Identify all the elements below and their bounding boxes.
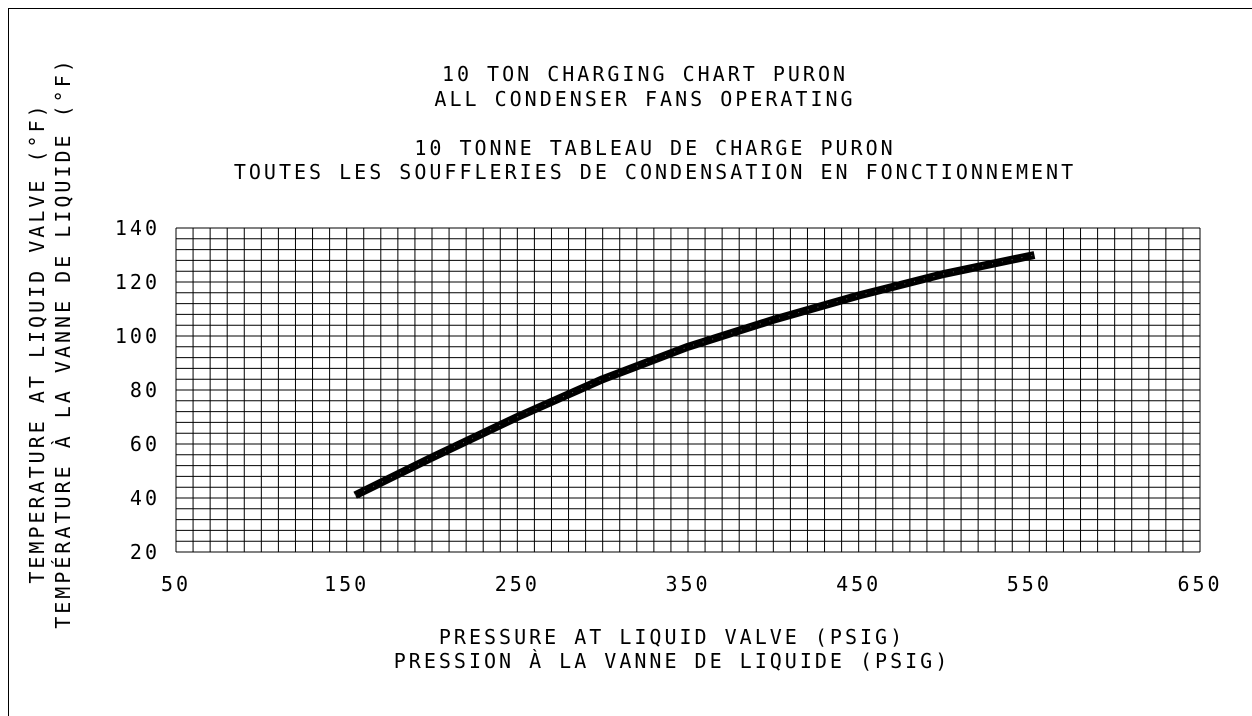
chart-title: 10 TON CHARGING CHART PURON ALL CONDENSE… xyxy=(234,62,1076,184)
y-axis-label: TEMPERATURE AT LIQUID VALVE (°F) TEMPÉRA… xyxy=(25,57,75,629)
x-tick-label: 550 xyxy=(1007,572,1052,596)
y-tick-label: 60 xyxy=(130,432,160,456)
x-tick-label: 450 xyxy=(836,572,881,596)
y-tick-labels: 20 40 60 80 100 120 140 xyxy=(115,216,160,564)
y-tick-label: 20 xyxy=(130,540,160,564)
x-tick-label: 150 xyxy=(324,572,369,596)
x-tick-label: 650 xyxy=(1177,572,1222,596)
x-axis-label-fr: PRESSION À LA VANNE DE LIQUIDE (PSIG) xyxy=(394,649,951,673)
x-tick-labels: 50 150 250 350 450 550 650 xyxy=(161,572,1222,596)
y-axis-label-en: TEMPERATURE AT LIQUID VALVE (°F) xyxy=(25,102,49,583)
x-axis-label-en: PRESSURE AT LIQUID VALVE (PSIG) xyxy=(439,625,905,649)
title-line-3: 10 TONNE TABLEAU DE CHARGE PURON xyxy=(414,136,895,160)
y-tick-label: 140 xyxy=(115,216,160,240)
x-tick-label: 250 xyxy=(495,572,540,596)
title-line-2: ALL CONDENSER FANS OPERATING xyxy=(434,87,855,111)
title-line-4: TOUTES LES SOUFFLERIES DE CONDENSATION E… xyxy=(234,160,1076,184)
x-tick-label: 350 xyxy=(665,572,710,596)
x-axis-label: PRESSURE AT LIQUID VALVE (PSIG) PRESSION… xyxy=(394,625,951,673)
y-tick-label: 80 xyxy=(130,378,160,402)
x-tick-label: 50 xyxy=(161,572,191,596)
y-axis-label-fr: TEMPÉRATURE À LA VANNE DE LIQUIDE (°F) xyxy=(51,57,75,629)
chart-grid xyxy=(175,227,1201,553)
chart-frame xyxy=(8,8,1252,716)
y-tick-label: 120 xyxy=(115,270,160,294)
y-tick-label: 100 xyxy=(115,324,160,348)
data-series xyxy=(353,251,1036,499)
y-tick-label: 40 xyxy=(130,486,160,510)
series-line-texture xyxy=(354,254,1035,496)
series-line xyxy=(353,251,1036,499)
title-line-1: 10 TON CHARGING CHART PURON xyxy=(442,62,848,86)
